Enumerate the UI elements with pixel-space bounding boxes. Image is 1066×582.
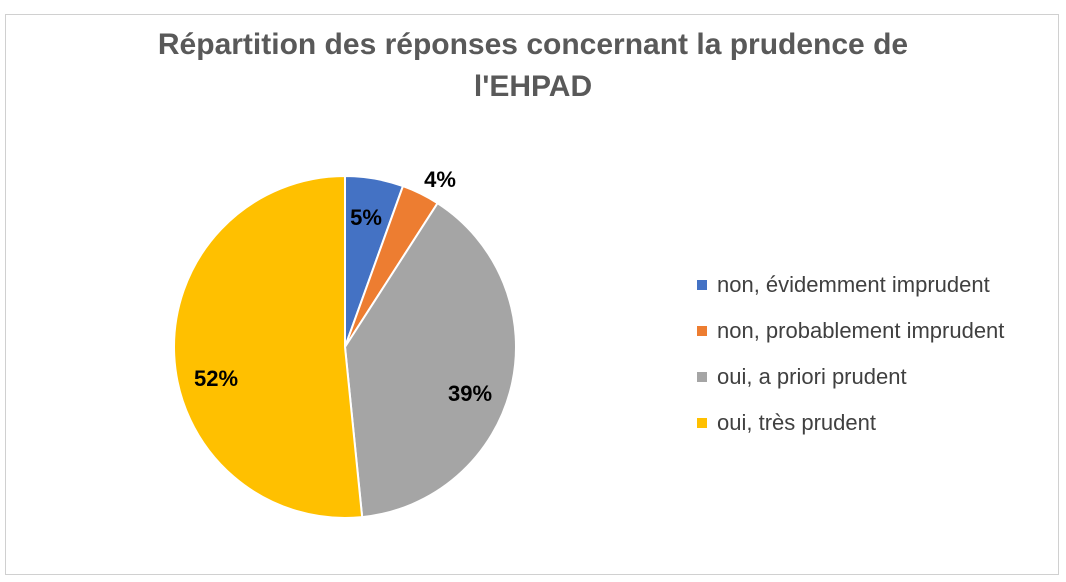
legend-item-non-evidemment-imprudent: non, évidemment imprudent	[697, 262, 1004, 308]
chart-frame	[5, 14, 1059, 575]
data-label-non-probablement-imprudent: 4%	[424, 167, 456, 192]
data-label-oui-tres-prudent: 52%	[194, 366, 238, 391]
legend-label-non-probablement-imprudent: non, probablement imprudent	[717, 318, 1005, 343]
legend-swatch-non-probablement-imprudent	[697, 326, 707, 336]
legend-swatch-non-evidemment-imprudent	[697, 280, 707, 290]
legend-label-non-evidemment-imprudent: non, évidemment imprudent	[717, 272, 990, 297]
legend: non, évidemment imprudent non, probableme…	[697, 262, 1004, 446]
legend-swatch-oui-tres-prudent	[697, 418, 707, 428]
legend-label-oui-a-priori-prudent: oui, a priori prudent	[717, 364, 907, 389]
data-label-oui-a-priori-prudent: 39%	[448, 381, 492, 406]
pie-slice-oui-a-priori-prudent	[343, 201, 517, 519]
chart-title: Répartition des réponses concernant la p…	[0, 24, 1066, 108]
legend-item-oui-a-priori-prudent: oui, a priori prudent	[697, 354, 1004, 400]
legend-label-oui-tres-prudent: oui, très prudent	[717, 410, 876, 435]
legend-swatch-oui-a-priori-prudent	[697, 372, 707, 382]
legend-item-oui-tres-prudent: oui, très prudent	[697, 400, 1004, 446]
data-labels: 5% 4% 39% 52%	[194, 167, 492, 406]
pie-slices	[173, 174, 517, 519]
legend-item-non-probablement-imprudent: non, probablement imprudent	[697, 308, 1004, 354]
pie-slice-oui-tres-prudent	[173, 174, 364, 519]
data-label-non-evidemment-imprudent: 5%	[350, 205, 382, 230]
chart-title-line-1: Répartition des réponses concernant la p…	[157, 28, 909, 61]
chart-title-line-2: l'EHPAD	[473, 70, 593, 103]
